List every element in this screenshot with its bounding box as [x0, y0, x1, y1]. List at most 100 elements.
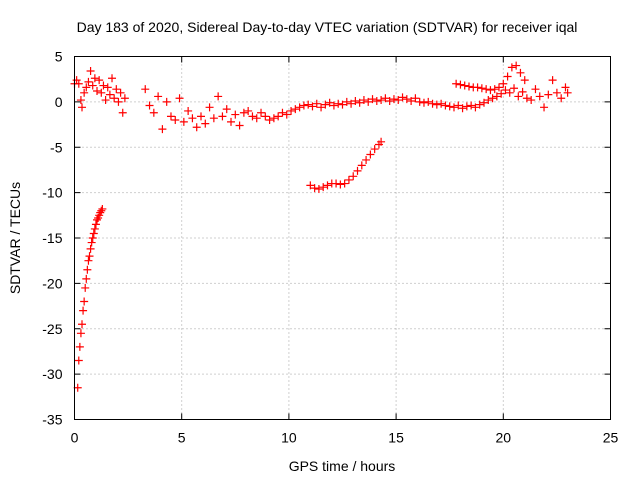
- data-point: [372, 96, 381, 105]
- data-point: [149, 108, 158, 117]
- x-tick-label: 20: [496, 430, 512, 446]
- data-point: [80, 297, 89, 306]
- data-point: [381, 94, 390, 103]
- data-point: [306, 181, 315, 190]
- data-point: [76, 96, 85, 105]
- data-point: [82, 83, 91, 92]
- data-point: [323, 181, 332, 190]
- data-point: [74, 79, 83, 88]
- data-point: [355, 98, 364, 107]
- data-point: [299, 101, 308, 110]
- data-point: [475, 100, 484, 109]
- data-point: [527, 96, 536, 105]
- data-point: [99, 81, 108, 90]
- data-point: [274, 112, 283, 121]
- data-point: [563, 88, 572, 97]
- data-point: [287, 106, 296, 115]
- data-point: [518, 87, 527, 96]
- data-point: [110, 94, 119, 103]
- data-point: [503, 72, 512, 81]
- data-point: [95, 76, 104, 85]
- data-point: [98, 204, 107, 213]
- data-point: [490, 85, 499, 94]
- y-tick-label: -5: [50, 139, 63, 155]
- data-point: [97, 206, 106, 215]
- data-point: [428, 99, 437, 108]
- data-point: [480, 98, 489, 107]
- data-point: [458, 104, 467, 113]
- y-tick-label: 5: [55, 49, 63, 65]
- data-point: [441, 101, 450, 110]
- data-point: [329, 101, 338, 110]
- data-point: [347, 99, 356, 108]
- data-point: [74, 356, 83, 365]
- data-point: [218, 112, 227, 121]
- data-point: [482, 85, 491, 94]
- data-point: [394, 96, 403, 105]
- y-tick-label: -15: [42, 230, 62, 246]
- x-tick-label: 15: [388, 430, 404, 446]
- data-point: [419, 98, 428, 107]
- data-point: [116, 88, 125, 97]
- data-point: [101, 96, 110, 105]
- data-point: [501, 86, 510, 95]
- data-point: [449, 103, 458, 112]
- data-point: [349, 172, 358, 181]
- data-point: [81, 283, 90, 292]
- data-point: [535, 92, 544, 101]
- data-point: [179, 117, 188, 126]
- data-point: [495, 83, 504, 92]
- data-point: [85, 252, 94, 261]
- data-point: [471, 103, 480, 112]
- data-point: [424, 97, 433, 106]
- data-point: [512, 61, 521, 70]
- chart-title: Day 183 of 2020, Sidereal Day-to-day VTE…: [77, 19, 578, 35]
- data-point: [454, 101, 463, 110]
- axis-ticks: 0 5 10 15 20 25 5 0 -5 -10 -15 -20 -25 -30 -35: [42, 49, 618, 446]
- data-point: [80, 88, 89, 97]
- data-point: [118, 108, 127, 117]
- data-point: [520, 76, 529, 85]
- data-point: [516, 68, 525, 77]
- data-point: [488, 94, 497, 103]
- data-point: [84, 256, 93, 265]
- data-point: [205, 103, 214, 112]
- data-point: [364, 97, 373, 106]
- data-point: [561, 83, 570, 92]
- data-point: [398, 93, 407, 102]
- data-point: [295, 103, 304, 112]
- data-point: [344, 175, 353, 184]
- data-point: [432, 100, 441, 109]
- data-point: [75, 342, 84, 351]
- data-point: [88, 234, 97, 242]
- data-point: [368, 95, 377, 104]
- data-point: [531, 85, 540, 94]
- data-point: [83, 265, 92, 274]
- y-tick-label: -35: [42, 412, 62, 428]
- plot-frame: [74, 56, 611, 420]
- data-point: [510, 84, 519, 93]
- x-axis-label: GPS time / hours: [289, 458, 396, 474]
- data-point: [269, 114, 278, 123]
- data-point: [351, 96, 360, 105]
- y-tick-label: -10: [42, 185, 62, 201]
- data-point: [353, 166, 362, 175]
- data-point: [464, 82, 473, 91]
- data-point: [252, 114, 261, 123]
- data-point: [314, 184, 323, 193]
- data-point: [97, 88, 106, 97]
- data-point: [261, 112, 270, 121]
- data-point: [522, 94, 531, 103]
- data-point: [231, 110, 240, 119]
- data-point: [456, 80, 465, 89]
- data-point: [91, 220, 100, 229]
- data-point: [317, 103, 326, 112]
- data-point: [78, 320, 87, 329]
- data-point: [499, 79, 508, 88]
- data-point: [319, 183, 328, 192]
- data-point: [282, 110, 291, 119]
- data-point: [334, 99, 343, 108]
- data-point: [201, 119, 210, 128]
- data-point: [196, 112, 205, 121]
- x-tick-label: 10: [281, 430, 297, 446]
